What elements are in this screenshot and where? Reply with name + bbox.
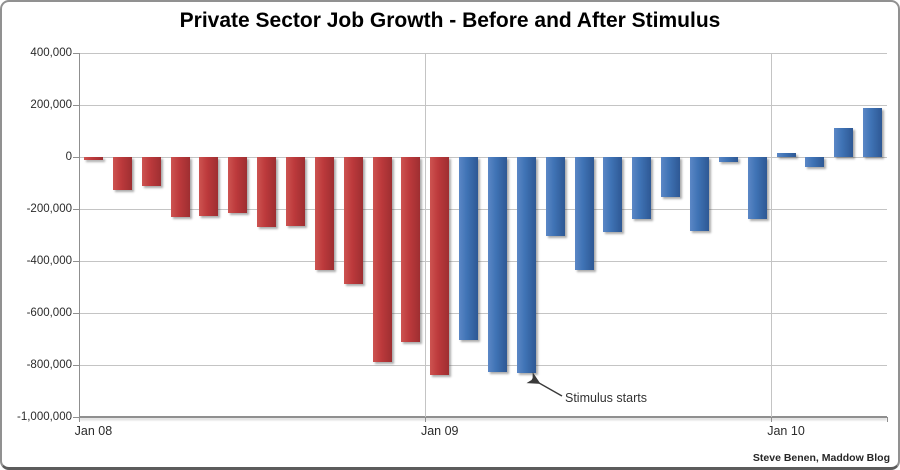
horizontal-gridline: [79, 364, 887, 366]
bar-apr-2009: [516, 157, 536, 373]
horizontal-gridline: [79, 52, 887, 54]
bar-dec-2008: [401, 157, 421, 342]
y-axis-label: -600,000: [26, 306, 72, 319]
bar-nov-2008: [372, 157, 392, 363]
x-axis-tick: [78, 417, 80, 422]
x-axis-label: Jan 10: [767, 424, 805, 438]
bar-jun-2008: [228, 157, 248, 213]
horizontal-gridline: [79, 156, 887, 158]
horizontal-gridline: [79, 312, 887, 314]
y-axis: [79, 53, 80, 417]
bar-oct-2008: [343, 157, 363, 285]
bar-jan-2009: [430, 157, 450, 376]
y-axis-tick: [73, 52, 79, 54]
bar-sep-2008: [314, 157, 334, 271]
vertical-gridline: [771, 53, 773, 417]
x-axis-tick: [886, 417, 888, 422]
y-axis-label: -1,000,000: [17, 410, 72, 423]
bar-may-2008: [199, 157, 219, 216]
horizontal-gridline: [79, 260, 887, 262]
y-axis-label: 0: [65, 150, 72, 163]
x-axis-line: [79, 416, 887, 418]
bar-jan-2008: [83, 157, 103, 160]
bar-feb-2010: [805, 157, 825, 168]
bar-apr-2010: [863, 107, 883, 157]
vertical-gridline: [424, 53, 426, 417]
y-axis-tick: [73, 156, 79, 158]
bar-oct-2009: [689, 157, 709, 232]
y-axis-label: 200,000: [30, 98, 72, 111]
x-axis-label: Jan 08: [74, 424, 113, 438]
bar-mar-2008: [141, 157, 161, 186]
bar-feb-2008: [112, 157, 132, 190]
y-axis-label: -800,000: [26, 358, 72, 371]
chart-title: Private Sector Job Growth - Before and A…: [179, 9, 721, 32]
y-axis-tick: [73, 364, 79, 366]
bar-sep-2009: [661, 157, 681, 198]
bar-jun-2009: [574, 157, 594, 271]
y-axis-tick: [73, 104, 79, 106]
annotation-stimulus-starts: Stimulus starts: [565, 391, 647, 405]
bar-jul-2009: [603, 157, 623, 233]
bar-jul-2008: [257, 157, 277, 228]
y-axis-label: 400,000: [30, 46, 72, 59]
bar-nov-2009: [718, 157, 738, 163]
bar-mar-2010: [834, 128, 854, 157]
x-axis-tick: [424, 417, 426, 422]
y-axis-label: -400,000: [26, 254, 72, 267]
y-axis-tick: [73, 260, 79, 262]
x-axis-tick: [771, 417, 773, 422]
bar-dec-2009: [747, 157, 767, 220]
bar-aug-2009: [632, 157, 652, 220]
y-axis-tick: [73, 208, 79, 210]
horizontal-gridline: [79, 104, 887, 106]
y-axis-label: -200,000: [26, 202, 72, 215]
bar-aug-2008: [285, 157, 305, 226]
x-axis-label: Jan 09: [420, 424, 459, 438]
horizontal-gridline: [79, 208, 887, 210]
bar-feb-2009: [459, 157, 479, 341]
bar-may-2009: [545, 157, 565, 237]
bar-mar-2009: [487, 157, 507, 372]
attribution: Steve Benen, Maddow Blog: [752, 452, 890, 464]
y-axis-tick: [73, 312, 79, 314]
y-axis-tick: [73, 416, 79, 418]
bar-apr-2008: [170, 157, 190, 217]
bar-jan-2010: [776, 153, 796, 157]
